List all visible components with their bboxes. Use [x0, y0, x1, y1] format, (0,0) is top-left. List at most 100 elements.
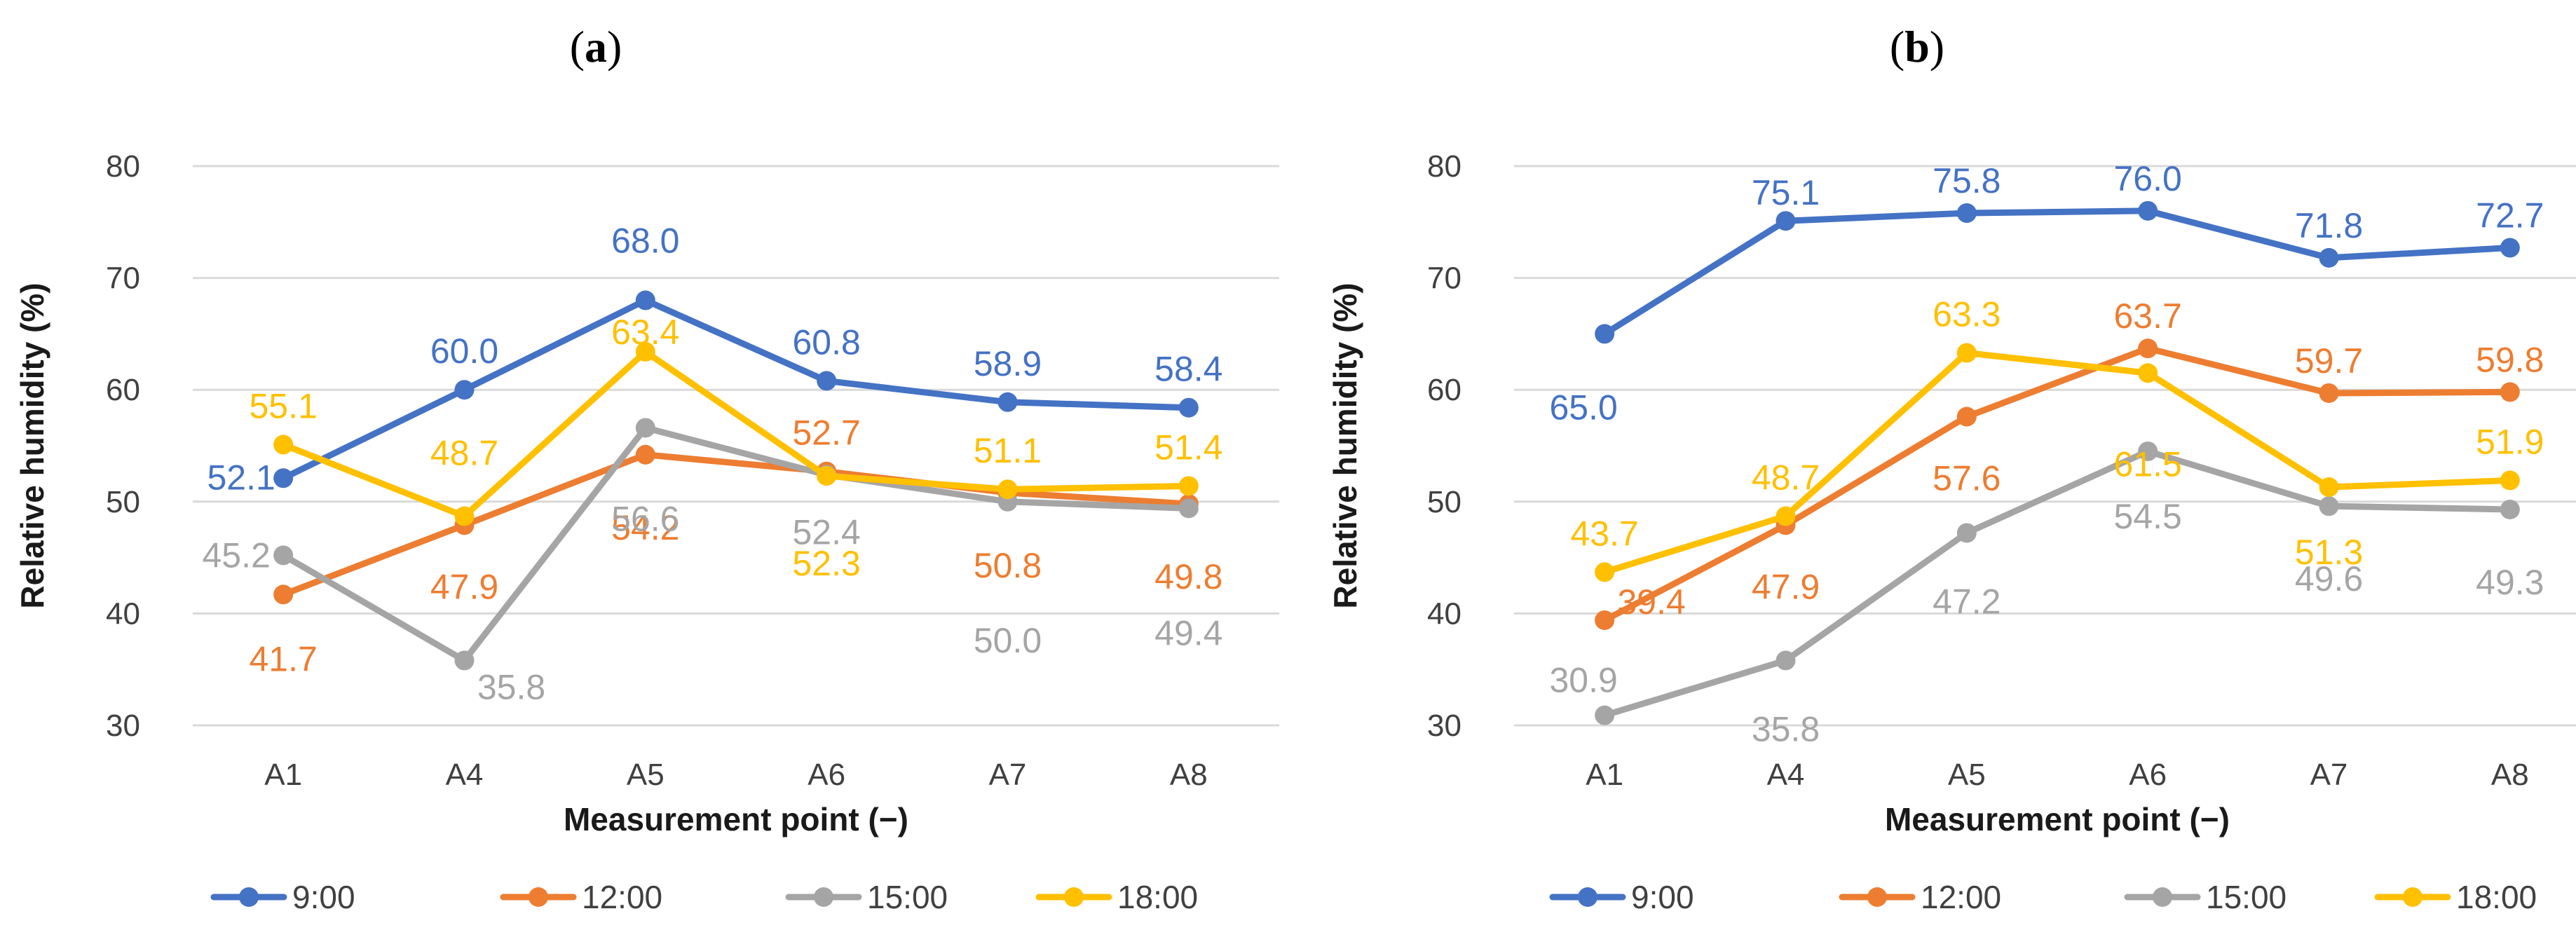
data-label: 75.1: [1752, 173, 1820, 212]
y-axis-title: Relative humidity (%): [1327, 282, 1363, 608]
data-label: 54.5: [2114, 497, 2182, 536]
data-label: 51.9: [2476, 422, 2544, 461]
data-point: [273, 468, 294, 488]
legend-label: 15:00: [867, 879, 948, 915]
data-point: [2319, 496, 2339, 517]
data-label: 54.2: [611, 508, 679, 547]
data-label: 59.8: [2476, 340, 2544, 379]
data-label: 63.4: [611, 313, 679, 352]
series-line-15:00: [280, 424, 1192, 664]
x-tick-label: A8: [2491, 758, 2529, 792]
data-point: [635, 290, 655, 310]
panel-label-a: (a): [570, 22, 622, 71]
data-point: [1595, 324, 1615, 344]
legend-marker: [1064, 887, 1084, 907]
x-tick-label: A6: [807, 758, 845, 792]
x-tick-label: A4: [1767, 758, 1805, 792]
data-label: 45.2: [203, 535, 271, 575]
legend-item: 15:00: [2124, 879, 2287, 915]
data-label: 55.1: [250, 386, 318, 425]
y-tick-label: 70: [106, 261, 140, 296]
data-label: 58.9: [974, 344, 1042, 383]
chart-b: 30 40 50 60 70 80 A1 A4 A5 A6 A7 A8 Measurement poin…: [1327, 149, 2576, 915]
legend-label: 12:00: [582, 879, 662, 915]
y-tick-label: 40: [106, 596, 140, 631]
data-point: [635, 341, 655, 362]
x-tick-label: A4: [446, 758, 484, 792]
x-tick-label: A8: [1170, 758, 1208, 792]
data-label: 52.7: [793, 413, 861, 453]
data-point: [454, 650, 475, 671]
data-label: 75.8: [1933, 161, 2001, 200]
legend-marker: [2403, 887, 2422, 907]
data-point: [1595, 705, 1615, 725]
series-line-12:00: [280, 451, 1192, 598]
data-label: 52.1: [207, 458, 275, 497]
legend-item: 15:00: [785, 879, 948, 915]
legend-label: 9:00: [292, 879, 355, 915]
data-point: [2500, 499, 2520, 519]
data-point: [1956, 523, 1977, 543]
y-tick-label: 80: [106, 149, 140, 184]
y-tick-label: 30: [1427, 709, 1461, 743]
data-label: 59.7: [2295, 341, 2363, 381]
data-label: 35.8: [477, 667, 545, 706]
series-line-18:00: [1601, 350, 2514, 575]
data-label: 72.7: [2476, 196, 2544, 235]
data-point: [635, 444, 655, 465]
data-point: [817, 371, 837, 391]
data-point: [273, 435, 294, 455]
data-point: [454, 380, 475, 400]
x-tick-label: A1: [264, 758, 302, 792]
data-point: [273, 584, 294, 605]
data-label: 48.7: [1752, 458, 1820, 498]
data-label: 56.6: [611, 499, 679, 538]
data-label: 63.3: [1933, 295, 2001, 334]
data-point: [1178, 498, 1199, 519]
x-tick-label: A7: [2310, 758, 2348, 792]
data-label: 49.8: [1154, 557, 1222, 596]
panel-label-b: (b): [1890, 22, 1944, 71]
x-tick-label: A1: [1586, 758, 1623, 792]
legend-label: 18:00: [2456, 879, 2537, 915]
data-point: [2138, 339, 2158, 359]
legend-marker: [2153, 887, 2172, 907]
y-tick-label: 70: [1427, 261, 1461, 296]
data-label: 60.0: [430, 331, 498, 371]
y-tick-label: 80: [1427, 149, 1461, 184]
data-label: 68.0: [611, 221, 679, 261]
data-label: 63.7: [2114, 296, 2182, 336]
y-tick-label: 30: [106, 709, 140, 743]
data-label: 51.1: [974, 431, 1042, 470]
series-line-15:00: [1601, 448, 2514, 719]
data-label: 57.6: [1933, 459, 2001, 498]
data-point: [1595, 562, 1615, 582]
legend-marker: [529, 887, 548, 907]
x-tick-label: A7: [989, 758, 1027, 792]
data-label: 49.4: [1154, 613, 1222, 652]
data-point: [2500, 238, 2520, 258]
data-label: 48.7: [430, 434, 498, 473]
data-point: [2500, 470, 2520, 491]
y-tick-label: 60: [1427, 373, 1461, 407]
data-point: [1776, 506, 1796, 526]
data-point: [2319, 247, 2339, 268]
data-label: 43.7: [1571, 514, 1639, 553]
x-tick-label: A6: [2129, 758, 2167, 792]
data-point: [1956, 343, 1977, 363]
legend-label: 15:00: [2206, 879, 2287, 915]
data-point: [2138, 200, 2158, 221]
legend-item: 9:00: [1549, 879, 1694, 915]
data-point: [1595, 610, 1615, 630]
legend-item: 9:00: [210, 879, 355, 915]
data-point: [635, 418, 655, 438]
data-label: 60.8: [793, 322, 861, 362]
data-label: 47.2: [1933, 582, 2001, 621]
legend-marker: [814, 887, 833, 907]
legend-item: 18:00: [1035, 879, 1198, 915]
y-axis-title: Relative humidity (%): [14, 282, 50, 608]
y-tick-label: 60: [106, 373, 140, 407]
legend-item: 18:00: [2374, 879, 2537, 915]
data-point: [2319, 477, 2339, 498]
legend-marker: [1578, 887, 1597, 907]
